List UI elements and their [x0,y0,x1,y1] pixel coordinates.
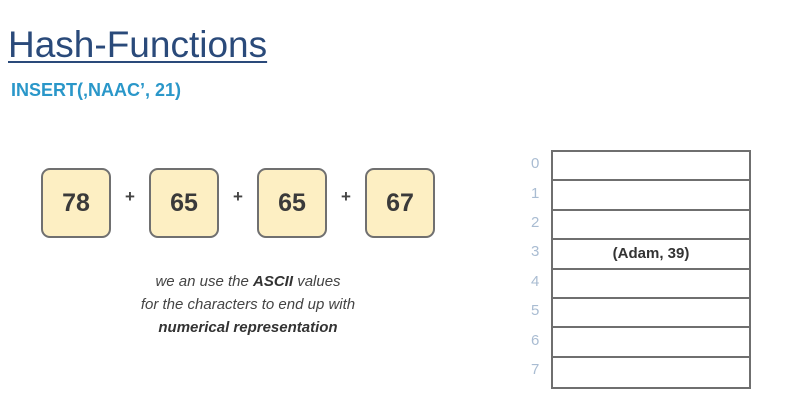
ascii-value-box: 78 [41,168,111,238]
table-cell [553,328,749,358]
table-index: 0 [531,155,540,173]
caption-text: we an use the [155,273,254,290]
hash-table-buckets: (Adam, 39) [551,150,751,390]
table-index: 5 [531,302,540,320]
insert-call-subtitle: INSERT(‚NAAC’, 21) [11,80,182,100]
plus-sign: + [125,187,135,206]
caption-line-3: numerical representation [118,316,378,339]
table-cell [553,211,749,241]
caption-bold-numerical: numerical representation [158,319,338,336]
table-cell [553,358,749,387]
ascii-caption: we an use the ASCII values for the chara… [118,270,378,339]
table-index: 2 [531,213,540,231]
caption-line-2: for the characters to end up with [140,296,356,313]
table-cell [553,299,749,329]
table-cell [553,152,749,182]
ascii-sum-row: 78 + 65 + 65 + 67 [41,168,435,238]
ascii-value-box: 65 [149,168,219,238]
table-cell-filled: (Adam, 39) [553,240,749,270]
page-title: Hash-Functions [8,24,268,65]
ascii-value-box: 65 [257,168,327,238]
table-cell [553,181,749,211]
table-cell [553,270,749,299]
ascii-value-box: 67 [365,168,435,238]
caption-line-1: we an use the ASCII values [118,270,378,293]
table-index: 4 [531,272,540,290]
table-index: 6 [531,331,540,349]
plus-sign: + [233,187,243,206]
caption-bold-ascii: ASCII [253,273,294,290]
table-index: 3 [531,243,540,261]
table-index: 1 [531,184,540,202]
plus-sign: + [341,187,351,206]
hash-table-indices: 0 1 2 3 4 5 6 7 [531,150,551,385]
hash-table: 0 1 2 3 4 5 6 7 (Adam, 39) [531,150,751,390]
table-index: 7 [531,360,540,378]
caption-text: values [293,273,341,290]
